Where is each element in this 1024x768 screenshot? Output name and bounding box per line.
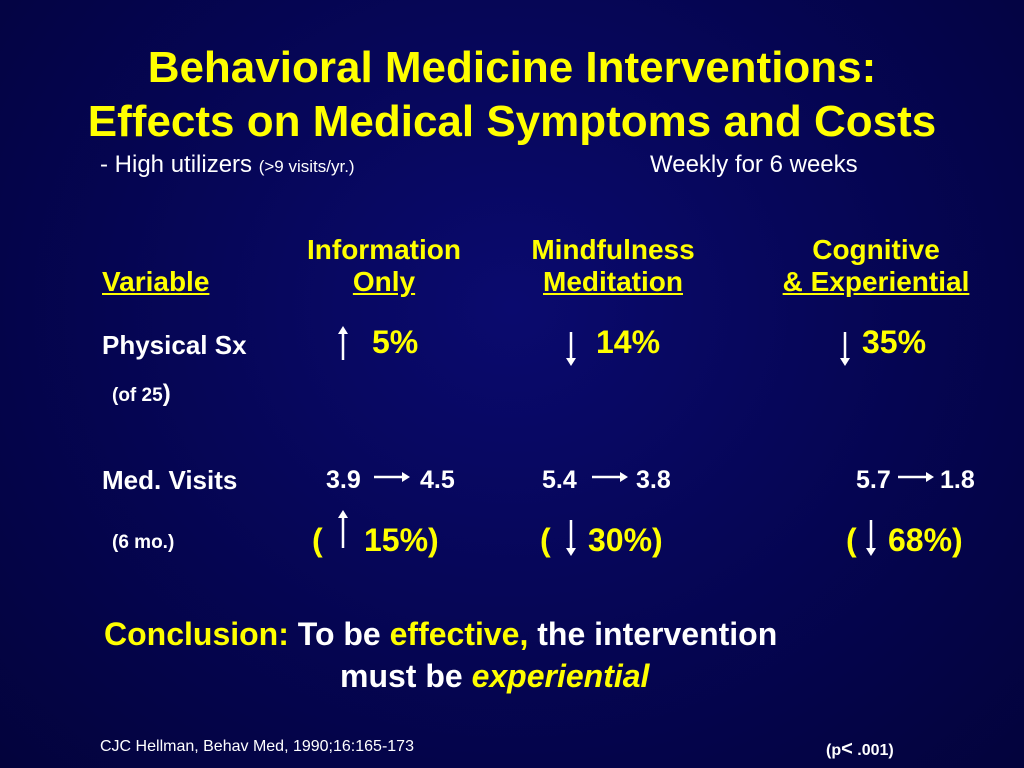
visits-cog-from: 5.7 <box>856 466 891 494</box>
physical-info-value: 5% <box>372 324 419 360</box>
conclusion-text-2: the intervention <box>528 616 778 652</box>
arrow-right-icon <box>374 470 410 484</box>
slide-title-line-1: Behavioral Medicine Interventions: <box>147 43 877 92</box>
variable-header: Variable <box>102 266 210 297</box>
citation: CJC Hellman, Behav Med, 1990;16:165-173 <box>100 738 414 755</box>
conclusion-text-1: To be <box>297 616 390 652</box>
arrow-up-icon <box>336 510 350 548</box>
row-sublabel-physical-sx: (of 25) <box>112 380 171 408</box>
visits-mind-change: 30%) <box>588 522 663 558</box>
arrow-down-icon <box>564 332 578 366</box>
column-header-mindfulness-line2: Meditation <box>543 266 683 297</box>
arrow-right-icon <box>592 470 628 484</box>
visits-info-open-paren: ( <box>312 522 323 558</box>
subtitle-left: - High utilizers (>9 visits/yr.) <box>100 151 355 179</box>
conclusion-line-1: Conclusion: To be effective, the interve… <box>104 614 777 654</box>
physical-cog-value: 35% <box>862 324 927 360</box>
column-header-mindfulness: Mindfulness Meditation <box>508 234 718 298</box>
less-than-symbol: < <box>841 738 853 760</box>
visits-mind-to: 3.8 <box>636 466 671 494</box>
p-value-suffix: .001) <box>852 742 894 759</box>
arrow-down-icon <box>564 520 578 556</box>
subtitle-right: Weekly for 6 weeks <box>650 151 858 178</box>
row-sublabel-med-visits: (6 mo.) <box>112 532 175 553</box>
subtitle-prefix: - High utilizers <box>100 151 259 178</box>
column-header-mindfulness-line1: Mindfulness <box>531 234 695 265</box>
arrow-up-icon <box>336 326 350 360</box>
slide-title-line-2: Effects on Medical Symptoms and Costs <box>87 97 937 146</box>
column-header-information: Information Only <box>284 234 484 298</box>
row-sublabel-physical-sx-text: (of 25 <box>112 385 163 406</box>
row-sublabel-physical-sx-close: ) <box>162 380 171 407</box>
conclusion-effective: effective, <box>389 616 529 652</box>
conclusion-experiential: experiential <box>471 658 650 694</box>
column-header-information-line2: Only <box>352 266 416 297</box>
visits-cog-change: 68%) <box>888 522 963 558</box>
p-value: (p< .001) <box>826 738 894 761</box>
subtitle-visits-note: (>9 visits/yr.) <box>258 157 355 176</box>
conclusion-text-3: must be <box>340 658 472 694</box>
visits-mind-from: 5.4 <box>542 466 577 494</box>
visits-info-change: 15%) <box>364 522 439 558</box>
visits-mind-open-paren: ( <box>540 522 551 558</box>
p-value-prefix: (p <box>826 742 842 759</box>
column-header-cognitive: Cognitive & Experiential <box>756 234 996 298</box>
column-header-information-line1: Information <box>307 234 461 265</box>
conclusion-label: Conclusion: <box>104 616 289 652</box>
visits-cog-open-paren: ( <box>846 522 857 558</box>
conclusion-line-2: must be experiential <box>340 656 649 696</box>
column-header-cognitive-line2: & Experiential <box>782 266 970 297</box>
column-header-cognitive-line1: Cognitive <box>812 234 940 265</box>
physical-mind-value: 14% <box>596 324 661 360</box>
row-label-med-visits: Med. Visits <box>102 465 238 495</box>
arrow-down-icon <box>838 332 852 366</box>
row-label-physical-sx: Physical Sx <box>102 330 247 360</box>
visits-cog-to: 1.8 <box>940 466 975 494</box>
arrow-right-icon <box>898 470 934 484</box>
visits-info-from: 3.9 <box>326 466 361 494</box>
visits-info-to: 4.5 <box>420 466 455 494</box>
arrow-down-icon <box>864 520 878 556</box>
